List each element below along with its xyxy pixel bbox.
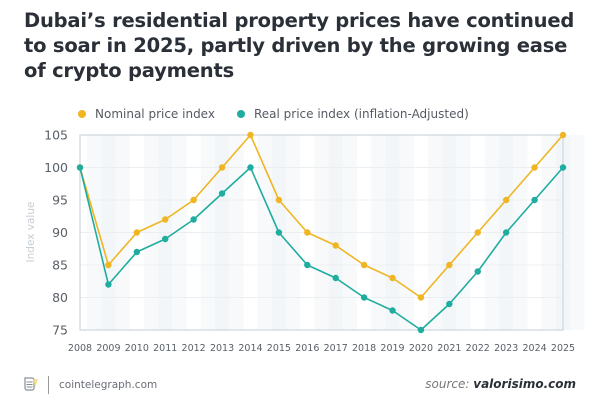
legend-marker-real	[236, 110, 245, 118]
y-axis-ticks: 75 80 85 90 95 100 105	[44, 128, 68, 338]
y-tick-label: 80	[52, 290, 68, 305]
data-point	[474, 229, 481, 236]
x-tick-label: 2019	[380, 343, 404, 354]
x-tick-label: 2021	[437, 343, 461, 354]
chart-legend: Nominal price index Real price index (in…	[78, 107, 491, 121]
data-point	[162, 216, 169, 223]
legend-item-nominal: Nominal price index	[78, 107, 215, 121]
x-tick-label: 2025	[551, 343, 575, 354]
data-point	[218, 190, 226, 197]
footer-site-link[interactable]: cointelegraph.com	[59, 379, 158, 391]
data-point	[218, 164, 226, 171]
series-real	[76, 164, 567, 334]
x-tick-label: 2016	[295, 343, 319, 354]
y-tick-label: 105	[44, 128, 68, 143]
legend-marker-nominal	[78, 110, 86, 118]
data-point	[247, 131, 254, 139]
series-nominal	[76, 131, 567, 301]
background-band	[570, 135, 585, 330]
data-point	[446, 261, 453, 269]
data-point	[332, 242, 339, 249]
data-point	[190, 196, 197, 204]
legend-label-real: Real price index (inflation-Adjusted)	[253, 107, 469, 121]
x-tick-label: 2020	[409, 343, 433, 354]
data-point	[474, 268, 481, 275]
data-point	[133, 248, 141, 256]
y-tick-label: 90	[52, 225, 68, 240]
x-tick-label: 2008	[68, 343, 92, 354]
data-point	[389, 307, 396, 314]
data-point	[389, 274, 396, 282]
y-tick-label: 85	[52, 258, 68, 273]
plot-frame	[79, 134, 564, 331]
data-point	[417, 326, 425, 334]
data-point	[417, 294, 425, 301]
x-tick-label: 2023	[494, 343, 518, 354]
y-tick-label: 75	[52, 323, 68, 338]
data-point	[247, 164, 254, 171]
data-point	[360, 261, 368, 269]
series-line	[79, 166, 564, 331]
x-tick-label: 2013	[210, 343, 234, 354]
data-point	[531, 196, 538, 204]
y-axis-label: Index value	[25, 202, 37, 263]
data-point	[162, 235, 169, 243]
data-point	[446, 300, 453, 308]
cointelegraph-logo-icon	[22, 374, 40, 396]
data-point	[105, 281, 112, 288]
data-point	[531, 164, 538, 171]
source-prefix: source:	[425, 377, 470, 391]
y-tick-label: 95	[52, 193, 68, 208]
source-name: valorisimo.com	[473, 377, 576, 391]
series-lines	[76, 131, 567, 334]
x-tick-label: 2017	[324, 343, 348, 354]
data-point	[502, 229, 510, 236]
data-point	[360, 294, 368, 301]
x-tick-label: 2012	[182, 343, 206, 354]
data-point	[190, 216, 197, 223]
data-point	[559, 131, 567, 139]
x-tick-label: 2010	[125, 343, 149, 354]
x-tick-label: 2014	[238, 343, 262, 354]
x-tick-label: 2018	[352, 343, 376, 354]
x-tick-label: 2015	[267, 343, 291, 354]
x-tick-label: 2024	[522, 343, 546, 354]
x-tick-label: 2009	[96, 343, 120, 354]
data-point	[275, 196, 283, 204]
footer-source: source: valorisimo.com	[425, 377, 576, 391]
x-tick-label: 2011	[153, 343, 177, 354]
data-point	[304, 261, 311, 269]
data-point	[502, 196, 510, 204]
footer-divider	[48, 376, 49, 394]
data-point	[133, 229, 141, 236]
data-point	[105, 261, 112, 269]
series-line	[79, 134, 564, 299]
data-point	[275, 229, 283, 236]
x-tick-label: 2022	[466, 343, 490, 354]
data-point	[76, 164, 84, 171]
chart-title: Dubai’s residential property prices have…	[24, 9, 575, 82]
legend-item-real: Real price index (inflation-Adjusted)	[236, 107, 469, 121]
x-axis-ticks: 2008 2009 2010 2011 2012 2013 2014 2015 2016 2017…	[68, 343, 575, 354]
y-tick-label: 100	[44, 160, 68, 175]
data-point	[332, 274, 339, 282]
data-point	[559, 164, 567, 171]
footer-brand: cointelegraph.com	[22, 374, 157, 396]
data-point	[304, 229, 311, 236]
legend-label-nominal: Nominal price index	[95, 107, 215, 121]
